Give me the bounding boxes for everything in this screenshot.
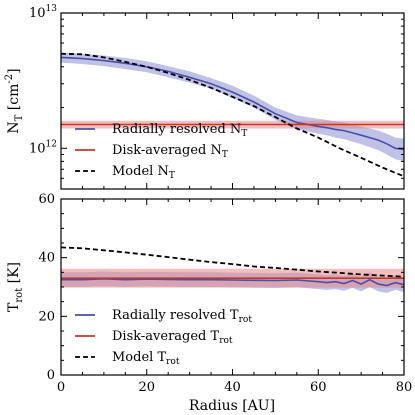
- top-legend: Radially resolved NT Disk-averaged NT Mode…: [75, 122, 247, 181]
- top-legend-label-model-n-t: Model NT: [112, 164, 175, 181]
- x-tick-label: 80: [396, 380, 413, 395]
- top-legend-label-radially-resolved-n-t: Radially resolved NT: [112, 122, 247, 139]
- bottom-y-axis-label: Trot [K]: [6, 262, 25, 312]
- top-band-radially-resolved-n-t: [61, 52, 404, 162]
- top-y-tick-label: 1013: [29, 4, 57, 21]
- bottom-y-tick-label: 0: [47, 368, 55, 383]
- top-panel: 1013 1012 NT [cm-2] Radially resolved NT D…: [4, 4, 405, 190]
- bottom-y-tick-label: 20: [38, 309, 55, 324]
- x-tick-label: 60: [310, 380, 327, 395]
- x-tick-label: 0: [57, 380, 65, 395]
- bottom-legend: Radially resolved Trot Disk-averaged Trot…: [75, 308, 252, 367]
- top-line-radially-resolved-n-t: [61, 56, 404, 151]
- x-tick-label: 40: [224, 380, 241, 395]
- bot-line-radially-resolved-t-rot: [61, 277, 404, 287]
- top-line-model-n-t: [61, 52, 404, 178]
- top-y-axis-label: NT [cm-2]: [4, 68, 25, 133]
- bottom-y-tick-label: 60: [38, 192, 55, 207]
- x-axis-label: Radius [AU]: [189, 398, 275, 414]
- bot-line-model-t-rot: [61, 246, 404, 278]
- x-tick-label: 20: [138, 380, 155, 395]
- bot-legend-label-disk-averaged-t-rot: Disk-averaged Trot: [112, 329, 233, 346]
- bot-legend-label-radially-resolved-t-rot: Radially resolved Trot: [112, 308, 252, 325]
- top-panel-frame: [60, 12, 405, 190]
- bottom-panel: 0 20 40 60 80 0 20 40 60 Trot [K] Radius [AU] Ra…: [6, 192, 412, 414]
- bottom-y-tick-label: 40: [38, 251, 55, 266]
- top-y-tick-label: 1012: [29, 139, 57, 156]
- bot-legend-label-model-t-rot: Model Trot: [112, 350, 180, 367]
- top-legend-label-disk-averaged-n-t: Disk-averaged NT: [112, 143, 228, 160]
